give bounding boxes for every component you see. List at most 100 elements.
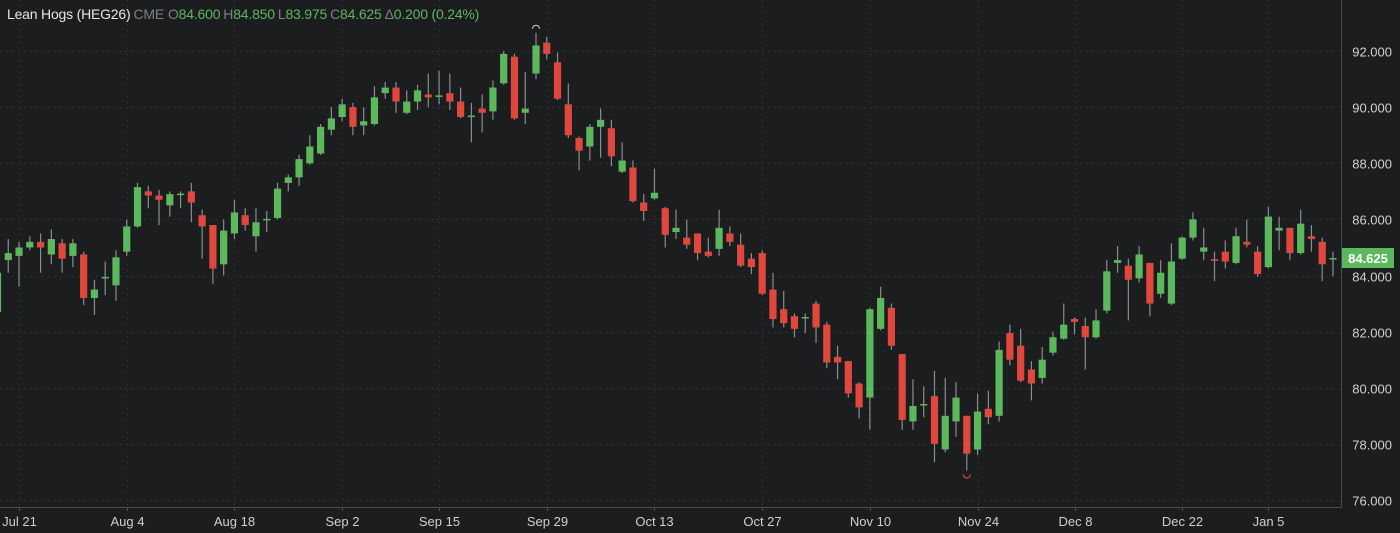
candle-down (1006, 324, 1014, 366)
candle-up (1157, 260, 1165, 298)
candle-up (715, 209, 723, 256)
candle-up (295, 154, 303, 186)
candle-up (1275, 216, 1283, 251)
candle-body (823, 324, 831, 363)
candle-body (176, 193, 185, 196)
candle-body (984, 408, 992, 418)
y-tick-label: 76.000 (1352, 494, 1392, 509)
candle-body (198, 215, 206, 227)
candle-up (435, 70, 443, 105)
candle-body (866, 309, 874, 398)
candle-body (317, 126, 325, 154)
x-tick-label: Nov 10 (850, 514, 891, 529)
candle-body (187, 191, 195, 203)
candle-body (112, 257, 120, 286)
candle-up (230, 199, 239, 240)
y-tick-label: 80.000 (1352, 382, 1392, 397)
candle-down (553, 52, 562, 101)
candle-down (1221, 240, 1229, 269)
candle-down (1081, 317, 1089, 370)
candle-body (58, 243, 66, 259)
candle-body (241, 215, 249, 226)
chart-legend: Lean Hogs (HEG26) CME O84.600 H84.850 L83.97… (7, 6, 482, 22)
candle-body (564, 104, 572, 136)
candle-up (123, 219, 131, 256)
high-value: 84.850 (233, 6, 275, 22)
candle-down (1318, 237, 1326, 282)
candle-body (672, 227, 680, 233)
candle-up (952, 382, 960, 437)
candle-down (155, 189, 163, 226)
candle-body (101, 276, 109, 279)
time-axis[interactable]: Jul 21 Aug 4 Aug 18 Sep 2 Sep 15 Sep 29 Oct 13… (2, 507, 1284, 529)
candle-down (446, 73, 454, 110)
candle-down (510, 53, 519, 120)
low-label: L (277, 6, 286, 22)
candle-down (930, 370, 939, 463)
candle-body (1157, 272, 1165, 294)
candle-body (338, 104, 346, 117)
candle-body (1070, 319, 1079, 322)
candle-body (403, 101, 411, 113)
candle-down (758, 250, 766, 296)
candle-body (381, 87, 389, 94)
candle-body (467, 115, 475, 118)
candle-body (618, 160, 626, 172)
candle-up (1232, 227, 1240, 265)
candle-body (1017, 345, 1025, 381)
candle-down (1210, 251, 1219, 282)
x-tick-label: Aug 4 (111, 514, 145, 529)
candle-body (995, 349, 1003, 416)
period-high-marker (531, 24, 541, 29)
candle-body (252, 222, 260, 237)
candle-body (920, 404, 928, 406)
candle-up (403, 90, 411, 115)
candle-up (920, 386, 928, 418)
candle-body (586, 126, 594, 147)
candle-body (1297, 223, 1305, 254)
candle-up (101, 261, 109, 296)
candle-body (80, 254, 88, 298)
candle-body (1135, 254, 1143, 279)
candle-down (747, 253, 755, 275)
candle-up (176, 191, 185, 209)
candle-body (1189, 219, 1197, 238)
candle-up (467, 102, 475, 143)
close-value: 84.625 (339, 6, 382, 22)
candle-down (36, 233, 45, 273)
candle-up (1113, 246, 1122, 273)
x-tick-label: Oct 27 (743, 514, 781, 529)
candle-body (952, 397, 960, 422)
candle-body (553, 62, 562, 99)
candle-body (500, 53, 508, 84)
candle-body (780, 309, 788, 324)
candle-up (413, 84, 422, 110)
candle-down (58, 239, 66, 273)
candle-down (1124, 258, 1132, 321)
candle-body (629, 167, 637, 202)
price-axis[interactable]: 92.000 90.000 88.000 86.000 84.000 82.000 80.0… (1352, 45, 1392, 509)
candle-down (704, 237, 712, 258)
candle-up (284, 174, 292, 192)
candle-up (1092, 309, 1100, 339)
candle-up (112, 250, 120, 301)
candle-up (500, 51, 508, 85)
y-tick-label: 88.000 (1352, 157, 1392, 172)
candle-up (521, 72, 529, 125)
x-tick-label: Sep 29 (527, 514, 568, 529)
candle-body (4, 253, 12, 261)
candle-down (661, 206, 669, 248)
candle-body (123, 226, 131, 252)
candle-body (758, 253, 766, 294)
candle-down (726, 226, 734, 247)
x-tick-label: Jan 5 (1253, 514, 1285, 529)
candle-body (26, 241, 34, 248)
candle-up (327, 107, 335, 136)
candle-down (1307, 225, 1316, 252)
open-label: O (167, 6, 179, 22)
candle-up (1329, 251, 1337, 277)
candle-up (1135, 246, 1143, 283)
candle-body (1124, 265, 1132, 280)
candle-up (877, 286, 885, 331)
